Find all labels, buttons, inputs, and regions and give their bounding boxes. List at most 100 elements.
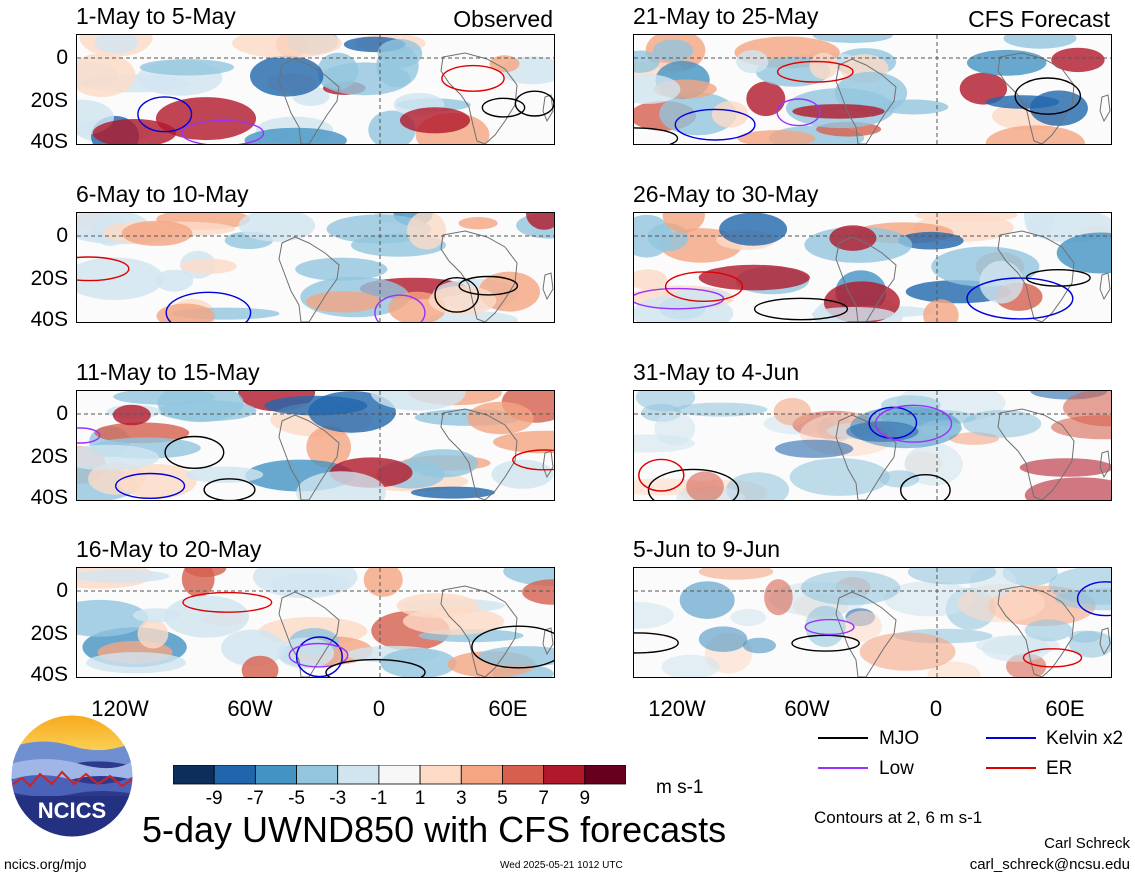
coastline bbox=[440, 585, 518, 677]
anomaly-patch bbox=[306, 426, 352, 469]
colorbar-tick-label: -9 bbox=[205, 788, 223, 809]
anomaly-patch bbox=[363, 568, 403, 597]
contour-line bbox=[1014, 77, 1082, 115]
anomaly-patch bbox=[77, 569, 170, 583]
anomaly-patch bbox=[634, 269, 668, 290]
coastline bbox=[997, 52, 1075, 144]
lon-label: 60W bbox=[784, 696, 830, 721]
anomaly-patch bbox=[726, 472, 790, 500]
map-panel bbox=[76, 34, 555, 145]
anomaly-patch bbox=[380, 648, 457, 677]
anomaly-patch bbox=[746, 81, 786, 117]
coastline bbox=[440, 408, 518, 500]
contour-line bbox=[776, 60, 854, 83]
contour-line bbox=[674, 108, 756, 141]
anomaly-patch bbox=[428, 285, 497, 315]
anomaly-patch bbox=[1056, 232, 1111, 274]
anomaly-patch bbox=[132, 608, 180, 623]
panel-corner-label: Observed bbox=[453, 6, 553, 32]
lon-label: 120W bbox=[91, 696, 149, 721]
anomaly-patch bbox=[318, 62, 411, 96]
footer-email: carl_schreck@ncsu.edu bbox=[969, 856, 1130, 873]
anomaly-patch bbox=[773, 398, 812, 426]
contour-line bbox=[137, 96, 193, 133]
colorbar bbox=[172, 764, 627, 785]
anomaly-patch bbox=[915, 213, 1018, 223]
anomaly-patch bbox=[221, 629, 286, 667]
colorbar-swatch bbox=[584, 764, 627, 785]
anomaly-patch bbox=[809, 52, 838, 80]
lon-label: 120W bbox=[648, 696, 706, 721]
contour-line bbox=[325, 658, 426, 677]
coastline bbox=[835, 236, 897, 322]
anomaly-patch bbox=[800, 570, 901, 606]
legend-label-mjo: MJO bbox=[879, 728, 920, 749]
lat-label: 0 bbox=[56, 46, 68, 69]
anomaly-patch bbox=[659, 92, 737, 136]
anomaly-patch bbox=[77, 444, 160, 471]
anomaly-patch bbox=[711, 101, 749, 128]
legend-label-er: ER bbox=[1046, 758, 1073, 779]
coastline bbox=[1099, 627, 1111, 656]
colorbar-tick-label: 3 bbox=[455, 788, 467, 809]
anomaly-patch bbox=[774, 439, 854, 458]
colorbar-tick-label: 7 bbox=[538, 788, 549, 809]
coastline bbox=[278, 414, 340, 500]
anomaly-patch bbox=[522, 579, 554, 605]
anomaly-patch bbox=[467, 401, 534, 435]
contour-line bbox=[776, 98, 821, 127]
footer-timestamp: Wed 2025-05-21 1012 UTC bbox=[500, 860, 623, 871]
coastline bbox=[542, 627, 554, 656]
anomaly-patch bbox=[137, 619, 169, 649]
anomaly-patch bbox=[94, 422, 190, 444]
contour-line bbox=[874, 404, 953, 443]
lat-label: 40S bbox=[30, 486, 68, 509]
panel-title: 26-May to 30-May bbox=[633, 181, 819, 207]
anomaly-patch bbox=[155, 97, 257, 141]
anomaly-patch bbox=[121, 220, 193, 246]
contour-line bbox=[203, 478, 256, 500]
anomaly-patch bbox=[139, 59, 235, 76]
legend-line-er bbox=[986, 767, 1036, 769]
anomaly-patch bbox=[1024, 477, 1111, 500]
anomaly-patch bbox=[77, 599, 149, 637]
contour-line bbox=[441, 64, 505, 92]
coastline bbox=[835, 591, 897, 677]
lon-label: 0 bbox=[372, 696, 386, 721]
anomaly-patch bbox=[679, 581, 735, 619]
panel-title: 21-May to 25-May bbox=[633, 3, 819, 29]
colorbar-swatches bbox=[172, 764, 627, 785]
anomaly-patch bbox=[662, 213, 705, 233]
contour-line bbox=[288, 642, 349, 668]
contour-line bbox=[512, 449, 554, 471]
anomaly-patch bbox=[493, 430, 554, 454]
anomaly-patch bbox=[661, 654, 720, 677]
anomaly-patch bbox=[673, 402, 768, 417]
panel-title: 11-May to 15-May bbox=[76, 359, 260, 385]
anomaly-patch bbox=[185, 466, 264, 483]
legend-line-mjo bbox=[818, 737, 868, 739]
anomaly-patch bbox=[698, 264, 810, 291]
panel-corner-label: CFS Forecast bbox=[968, 6, 1110, 32]
lat-label: 20S bbox=[30, 267, 68, 290]
anomaly-patch bbox=[232, 35, 342, 59]
contour-line bbox=[664, 271, 744, 302]
contour-line bbox=[1076, 581, 1111, 617]
map-panel bbox=[76, 212, 555, 323]
colorbar-swatch bbox=[254, 764, 297, 785]
wind-anomaly-field bbox=[77, 568, 554, 677]
legend-line-kelvin bbox=[986, 737, 1036, 739]
colorbar-swatch bbox=[419, 764, 462, 785]
coastline bbox=[1099, 94, 1111, 123]
anomaly-patch bbox=[792, 104, 885, 119]
ncics-logo-graphic: NCICS bbox=[10, 714, 134, 838]
anomaly-patch bbox=[155, 269, 194, 292]
contour-line bbox=[77, 427, 101, 444]
anomaly-patch bbox=[829, 225, 877, 251]
anomaly-patch bbox=[92, 119, 177, 144]
contour-note: Contours at 2, 6 m s-1 bbox=[814, 808, 983, 827]
lat-label: 20S bbox=[30, 89, 68, 112]
colorbar-tick-label: 5 bbox=[497, 788, 508, 809]
colorbar-tick-label: 1 bbox=[414, 788, 426, 809]
lat-label: 0 bbox=[56, 224, 68, 247]
